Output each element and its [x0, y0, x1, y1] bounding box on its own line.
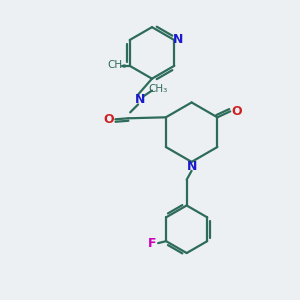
Text: N: N: [186, 160, 197, 173]
Text: O: O: [103, 113, 114, 126]
Text: F: F: [148, 237, 156, 250]
Text: N: N: [135, 93, 145, 106]
Text: O: O: [232, 105, 242, 118]
Text: N: N: [173, 32, 183, 46]
Text: CH₃: CH₃: [148, 84, 168, 94]
Text: CH₃: CH₃: [107, 60, 126, 70]
